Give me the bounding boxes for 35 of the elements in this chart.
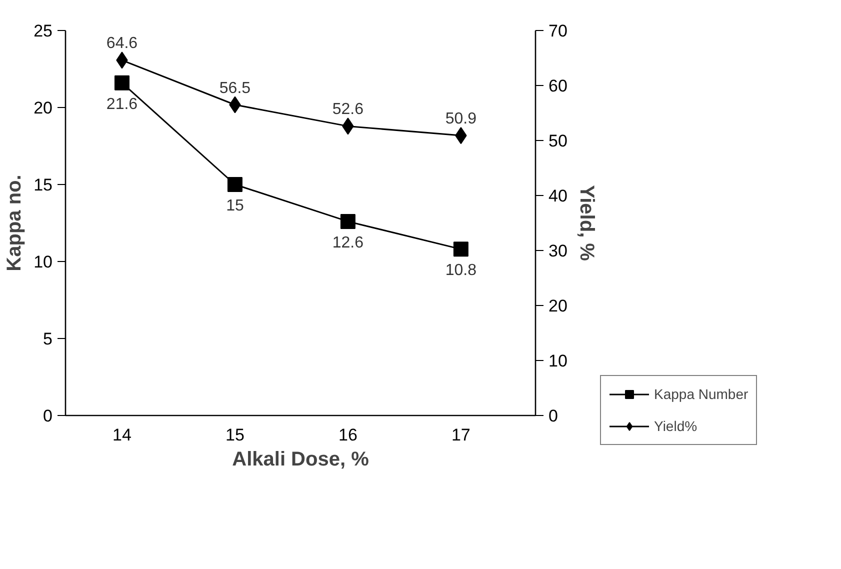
y-tick-label: 0 (43, 406, 53, 426)
data-label: 10.8 (445, 262, 477, 280)
y2-tick-label: 30 (548, 242, 568, 260)
x-tick-label: 14 (112, 426, 132, 444)
point (340, 214, 356, 229)
y2-tick-label: 60 (548, 76, 568, 96)
data-label: 15 (226, 198, 244, 214)
y-tick-label: 10 (34, 252, 53, 272)
data-label: 52.6 (332, 101, 364, 118)
data-label: 64.6 (106, 35, 138, 52)
y2-tick-label: 70 (548, 22, 568, 40)
y2-tick-label: 50 (548, 132, 568, 150)
x-tick-label: 17 (451, 426, 470, 444)
x-axis-title: Alkali Dose, % (232, 448, 370, 470)
y2-tick-label: 20 (548, 296, 568, 316)
y-tick-label: 20 (34, 98, 53, 118)
data-label: 12.6 (332, 234, 364, 252)
point (453, 242, 468, 257)
y2-tick-label: 0 (548, 406, 558, 426)
point (114, 75, 130, 90)
y-axis-title: Kappa no. (4, 174, 26, 272)
y2-tick-label: 40 (548, 186, 568, 206)
y-tick-label: 15 (34, 176, 53, 194)
y2-axis-title: Yield, % (575, 185, 598, 262)
legend-label: Kappa Number (654, 386, 748, 402)
y-tick-label: 5 (43, 330, 53, 348)
data-label: 50.9 (445, 110, 477, 128)
y2-tick-label: 10 (548, 352, 568, 370)
data-label: 56.5 (219, 80, 251, 97)
x-tick-label: 15 (226, 426, 244, 444)
point (227, 177, 242, 192)
legend-label: Yield% (654, 418, 698, 434)
x-tick-label: 16 (338, 426, 358, 444)
data-label: 21.6 (106, 96, 138, 113)
y-tick-label: 25 (34, 22, 53, 40)
